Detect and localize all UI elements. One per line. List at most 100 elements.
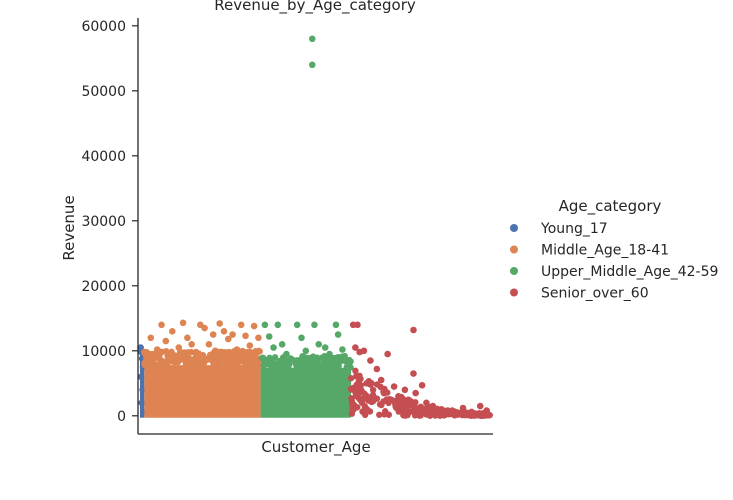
x-axis-label: Customer_Age bbox=[261, 438, 370, 457]
data-point bbox=[325, 363, 332, 370]
data-point bbox=[182, 356, 189, 364]
data-point bbox=[373, 365, 381, 373]
data-point bbox=[242, 361, 249, 368]
data-point bbox=[317, 363, 324, 370]
data-point bbox=[352, 388, 359, 396]
data-point bbox=[169, 328, 176, 335]
data-point bbox=[302, 347, 310, 355]
data-point bbox=[377, 376, 385, 384]
data-point bbox=[315, 341, 323, 348]
data-point bbox=[321, 344, 329, 351]
chart-title: Revenue_by_Age_category bbox=[214, 0, 416, 15]
data-point bbox=[262, 358, 270, 365]
data-point bbox=[475, 411, 482, 418]
data-point bbox=[367, 357, 374, 364]
data-point bbox=[355, 394, 363, 402]
data-point bbox=[148, 360, 156, 368]
data-point bbox=[164, 352, 171, 360]
data-point bbox=[175, 344, 183, 351]
data-point bbox=[138, 399, 146, 407]
data-point bbox=[410, 326, 417, 334]
y-tick-label: 50000 bbox=[81, 84, 126, 100]
data-point bbox=[385, 411, 393, 418]
data-point bbox=[205, 341, 213, 348]
data-point bbox=[215, 355, 223, 363]
data-point bbox=[384, 389, 391, 396]
data-point bbox=[137, 373, 145, 381]
data-point bbox=[192, 348, 200, 356]
data-point bbox=[224, 335, 232, 343]
data-point bbox=[220, 328, 228, 335]
data-point bbox=[164, 361, 171, 368]
data-point bbox=[250, 349, 257, 356]
data-point bbox=[141, 360, 148, 367]
data-point bbox=[148, 351, 156, 358]
data-point bbox=[261, 321, 269, 329]
data-point bbox=[413, 406, 420, 414]
data-point bbox=[153, 346, 161, 353]
strip-body bbox=[140, 354, 145, 418]
data-point bbox=[265, 333, 273, 340]
data-point bbox=[354, 321, 361, 329]
data-point bbox=[278, 341, 286, 348]
legend-marker bbox=[510, 267, 518, 275]
data-point bbox=[147, 334, 155, 342]
data-point bbox=[417, 410, 424, 417]
data-point bbox=[343, 357, 351, 364]
legend-label: Senior_over_60 bbox=[541, 286, 649, 302]
legend-label: Upper_Middle_Age_42-59 bbox=[541, 264, 718, 280]
data-point bbox=[334, 331, 342, 338]
data-point bbox=[459, 404, 467, 412]
data-point bbox=[274, 321, 282, 329]
data-point bbox=[308, 61, 316, 69]
data-point bbox=[359, 408, 367, 415]
data-point bbox=[174, 358, 182, 365]
data-point bbox=[287, 355, 295, 362]
data-point bbox=[172, 352, 180, 360]
y-tick-label: 30000 bbox=[81, 214, 126, 230]
data-point bbox=[299, 352, 306, 360]
data-point bbox=[369, 391, 377, 399]
data-point bbox=[311, 321, 318, 329]
data-point bbox=[352, 367, 359, 375]
data-point bbox=[246, 342, 254, 349]
data-point bbox=[162, 337, 170, 345]
data-point bbox=[233, 361, 241, 369]
data-point bbox=[179, 319, 187, 327]
data-point bbox=[360, 347, 368, 355]
data-point bbox=[242, 332, 249, 340]
data-point bbox=[327, 356, 334, 363]
data-point bbox=[139, 386, 146, 394]
legend-marker bbox=[510, 224, 518, 232]
data-point bbox=[198, 360, 206, 367]
data-point bbox=[349, 405, 356, 413]
series-Upper_Middle_Age_42-59 bbox=[258, 35, 354, 418]
data-point bbox=[184, 334, 191, 342]
data-point bbox=[412, 389, 419, 397]
data-point bbox=[347, 375, 355, 382]
data-point bbox=[271, 354, 279, 361]
data-point bbox=[170, 358, 177, 366]
data-point bbox=[343, 363, 351, 371]
data-point bbox=[392, 404, 400, 411]
data-point bbox=[237, 321, 245, 329]
data-point bbox=[483, 407, 490, 414]
data-point bbox=[332, 364, 340, 371]
legend-marker bbox=[510, 288, 518, 297]
data-point bbox=[410, 370, 417, 377]
data-point bbox=[313, 356, 320, 363]
data-point bbox=[212, 347, 219, 355]
legend-title: Age_category bbox=[559, 197, 662, 216]
data-point bbox=[201, 324, 208, 332]
data-point bbox=[390, 383, 398, 390]
data-point bbox=[187, 348, 195, 356]
data-point bbox=[332, 321, 340, 329]
data-point bbox=[216, 320, 223, 327]
data-point bbox=[318, 354, 326, 361]
data-point bbox=[352, 344, 359, 351]
data-point bbox=[423, 399, 430, 407]
data-point bbox=[241, 350, 249, 357]
data-point bbox=[187, 361, 194, 368]
data-point bbox=[369, 386, 377, 394]
